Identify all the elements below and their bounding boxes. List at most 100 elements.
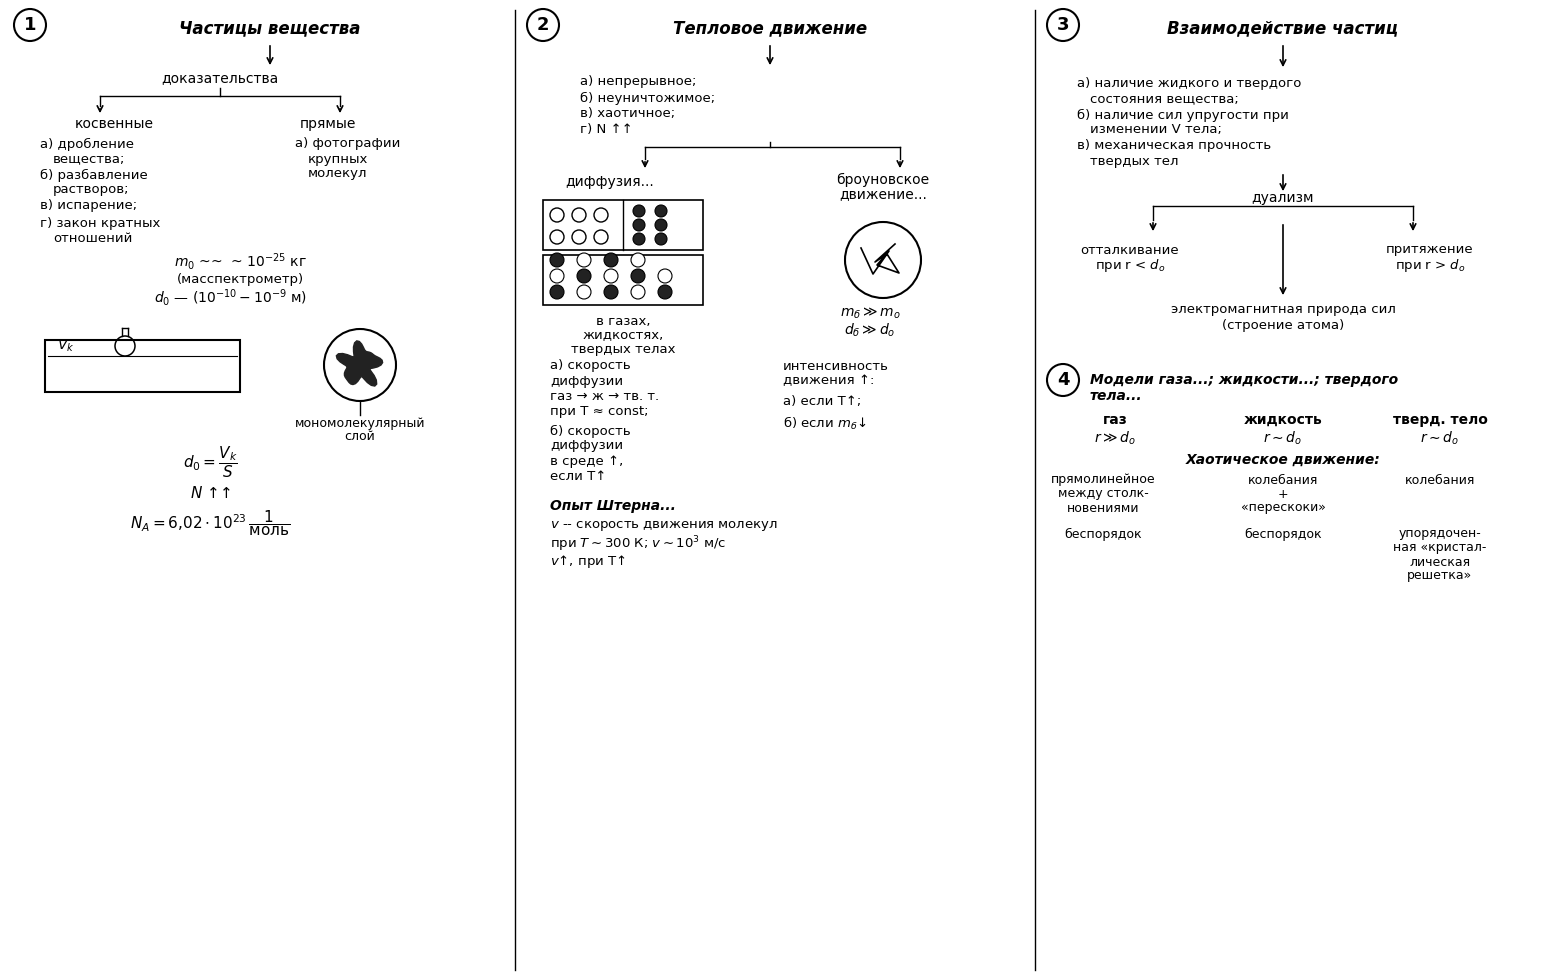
Text: $N$ ↑↑: $N$ ↑↑ xyxy=(190,485,230,501)
Text: $r \sim d_o$: $r \sim d_o$ xyxy=(1421,429,1460,447)
Text: 4: 4 xyxy=(1057,371,1069,389)
Text: 1: 1 xyxy=(23,16,35,34)
Text: б) если $m_б$↓: б) если $m_б$↓ xyxy=(782,415,867,431)
Text: тела...: тела... xyxy=(1089,389,1143,403)
Text: доказательства: доказательства xyxy=(162,71,279,85)
Text: беспорядок: беспорядок xyxy=(1244,527,1322,541)
Text: в среде ↑,: в среде ↑, xyxy=(549,455,623,467)
Text: $d_0 = \dfrac{V_k}{S}$: $d_0 = \dfrac{V_k}{S}$ xyxy=(182,444,238,480)
Text: колебания: колебания xyxy=(1404,473,1475,486)
Text: г) N ↑↑: г) N ↑↑ xyxy=(580,123,633,136)
Circle shape xyxy=(631,269,645,283)
Text: тверд. тело: тверд. тело xyxy=(1393,413,1487,427)
Text: г) закон кратных: г) закон кратных xyxy=(40,218,160,230)
Circle shape xyxy=(654,205,667,217)
Circle shape xyxy=(633,233,645,245)
Circle shape xyxy=(654,233,667,245)
Text: $m_0$ ~~  ~ $10^{-25}$ кг: $m_0$ ~~ ~ $10^{-25}$ кг xyxy=(174,252,307,272)
Text: (строение атома): (строение атома) xyxy=(1222,318,1344,331)
Text: лическая: лическая xyxy=(1409,556,1470,568)
Text: б) скорость: б) скорость xyxy=(549,424,631,437)
Circle shape xyxy=(631,253,645,267)
Text: упорядочен-: упорядочен- xyxy=(1398,527,1481,541)
Text: жидкость: жидкость xyxy=(1244,413,1322,427)
Text: броуновское: броуновское xyxy=(836,172,929,187)
Text: $v$ -- скорость движения молекул: $v$ -- скорость движения молекул xyxy=(549,519,778,533)
Bar xyxy=(45,340,241,392)
Text: при r < $d_o$: при r < $d_o$ xyxy=(1094,257,1165,273)
Circle shape xyxy=(549,285,565,299)
Circle shape xyxy=(657,269,673,283)
Text: ная «кристал-: ная «кристал- xyxy=(1393,542,1487,555)
Text: а) дробление: а) дробление xyxy=(40,137,134,151)
Text: при r > $d_o$: при r > $d_o$ xyxy=(1395,257,1466,273)
Circle shape xyxy=(654,219,667,231)
Text: косвенные: косвенные xyxy=(76,117,154,131)
Text: прямые: прямые xyxy=(299,117,356,131)
Circle shape xyxy=(657,285,673,299)
Text: прямолинейное: прямолинейное xyxy=(1051,473,1156,486)
Circle shape xyxy=(577,285,591,299)
Text: вещества;: вещества; xyxy=(52,153,125,166)
Text: а) наличие жидкого и твердого: а) наличие жидкого и твердого xyxy=(1077,77,1301,90)
Circle shape xyxy=(603,269,619,283)
Circle shape xyxy=(577,269,591,283)
Text: отталкивание: отталкивание xyxy=(1080,243,1179,257)
Text: газ → ж → тв. т.: газ → ж → тв. т. xyxy=(549,389,659,403)
Text: дуализм: дуализм xyxy=(1251,191,1315,205)
Text: Тепловое движение: Тепловое движение xyxy=(673,19,867,37)
Text: притяжение: притяжение xyxy=(1386,243,1474,257)
Text: «перескоки»: «перескоки» xyxy=(1241,502,1325,514)
Text: мономолекулярный: мономолекулярный xyxy=(295,417,426,430)
Text: в газах,: в газах, xyxy=(596,315,650,327)
Text: +: + xyxy=(1278,487,1288,501)
Text: отношений: отношений xyxy=(52,232,133,246)
Text: твердых телах: твердых телах xyxy=(571,342,676,356)
Text: $v$↑, при T↑: $v$↑, при T↑ xyxy=(549,554,626,570)
Text: газ: газ xyxy=(1103,413,1128,427)
Circle shape xyxy=(603,253,619,267)
Circle shape xyxy=(633,205,645,217)
Text: а) скорость: а) скорость xyxy=(549,360,631,372)
Text: б) неуничтожимое;: б) неуничтожимое; xyxy=(580,91,714,105)
Circle shape xyxy=(631,285,645,299)
Text: 2: 2 xyxy=(537,16,549,34)
Text: состояния вещества;: состояния вещества; xyxy=(1089,92,1239,106)
Bar xyxy=(543,200,704,250)
Text: движение...: движение... xyxy=(839,187,927,201)
Text: интенсивность: интенсивность xyxy=(782,360,889,372)
Text: 3: 3 xyxy=(1057,16,1069,34)
Text: $m_б \gg m_o$: $m_б \gg m_o$ xyxy=(839,306,901,320)
Text: при T ≈ const;: при T ≈ const; xyxy=(549,405,648,417)
Text: (масспектрометр): (масспектрометр) xyxy=(176,272,304,285)
Text: если T↑: если T↑ xyxy=(549,469,606,482)
Text: крупных: крупных xyxy=(309,153,369,166)
Circle shape xyxy=(633,219,645,231)
Text: $r \sim d_o$: $r \sim d_o$ xyxy=(1264,429,1302,447)
Text: а) непрерывное;: а) непрерывное; xyxy=(580,75,696,88)
Text: между столк-: между столк- xyxy=(1057,487,1148,501)
Text: б) разбавление: б) разбавление xyxy=(40,169,148,181)
Text: растворов;: растворов; xyxy=(52,183,130,197)
Text: молекул: молекул xyxy=(309,168,367,180)
Text: б) наличие сил упругости при: б) наличие сил упругости при xyxy=(1077,109,1288,122)
Text: диффузия...: диффузия... xyxy=(566,175,654,189)
Text: в) испарение;: в) испарение; xyxy=(40,200,137,213)
Text: а) если T↑;: а) если T↑; xyxy=(782,395,861,408)
Text: $V_k$: $V_k$ xyxy=(57,338,74,354)
Circle shape xyxy=(549,253,565,267)
Text: $d_б \gg d_o$: $d_б \gg d_o$ xyxy=(844,321,896,339)
Text: колебания: колебания xyxy=(1248,473,1318,486)
Text: электромагнитная природа сил: электромагнитная природа сил xyxy=(1171,304,1395,317)
Text: Модели газа...; жидкости...; твердого: Модели газа...; жидкости...; твердого xyxy=(1089,373,1398,387)
Text: беспорядок: беспорядок xyxy=(1065,527,1142,541)
Text: а) фотографии: а) фотографии xyxy=(295,137,400,151)
Circle shape xyxy=(603,285,619,299)
Text: движения ↑:: движения ↑: xyxy=(782,374,875,387)
Text: диффузии: диффузии xyxy=(549,374,623,387)
Bar xyxy=(543,255,704,305)
Text: Опыт Штерна...: Опыт Штерна... xyxy=(549,499,676,513)
Text: новениями: новениями xyxy=(1066,502,1139,514)
Text: при $T \sim 300$ К; $v \sim 10^3$ м/с: при $T \sim 300$ К; $v \sim 10^3$ м/с xyxy=(549,534,727,554)
Text: в) механическая прочность: в) механическая прочность xyxy=(1077,139,1271,153)
